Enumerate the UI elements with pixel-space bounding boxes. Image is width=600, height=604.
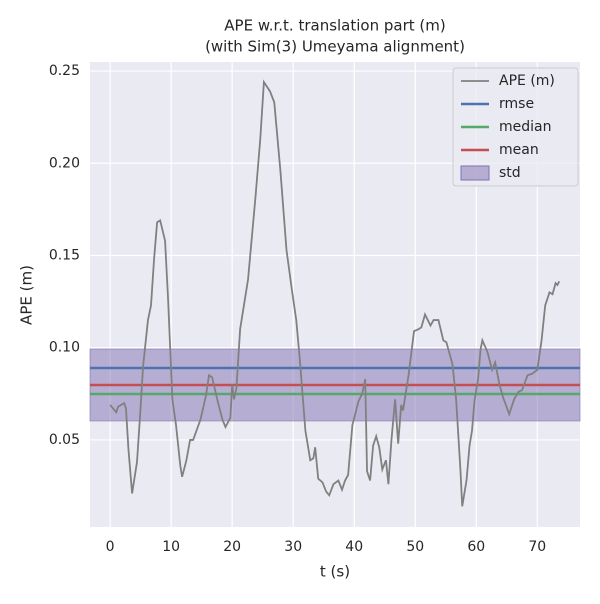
legend-label: APE (m) xyxy=(499,73,555,89)
y-tick-label: 0.25 xyxy=(49,63,80,79)
chart-title: APE w.r.t. translation part (m) xyxy=(224,17,445,35)
legend-label: rmse xyxy=(499,96,534,112)
y-tick-label: 0.10 xyxy=(49,340,80,356)
y-tick-label: 0.20 xyxy=(49,155,80,171)
legend-swatch xyxy=(460,165,490,181)
grid xyxy=(90,62,580,527)
x-axis-label: t (s) xyxy=(320,563,350,581)
x-tick-label: 50 xyxy=(406,539,424,555)
x-tick-label: 10 xyxy=(162,539,180,555)
y-tick-label: 0.15 xyxy=(49,247,80,263)
x-tick-label: 60 xyxy=(467,539,485,555)
marks xyxy=(89,79,581,507)
chart-subtitle: (with Sim(3) Umeyama alignment) xyxy=(205,38,465,56)
x-tick-label: 20 xyxy=(223,539,241,555)
legend: APE (m) rmse median mean std xyxy=(452,67,579,187)
x-tick-label: 0 xyxy=(106,539,115,555)
y-tick-label: 0.05 xyxy=(49,432,80,448)
legend-label: median xyxy=(499,119,551,135)
y-axis-label: APE (m) xyxy=(18,265,36,325)
legend-box xyxy=(452,67,579,187)
x-tick-label: 70 xyxy=(528,539,546,555)
ape-line xyxy=(109,79,561,507)
legend-label: mean xyxy=(499,142,539,158)
legend-label: std xyxy=(499,165,521,181)
x-tick-label: 40 xyxy=(345,539,363,555)
x-tick-label: 30 xyxy=(284,539,302,555)
